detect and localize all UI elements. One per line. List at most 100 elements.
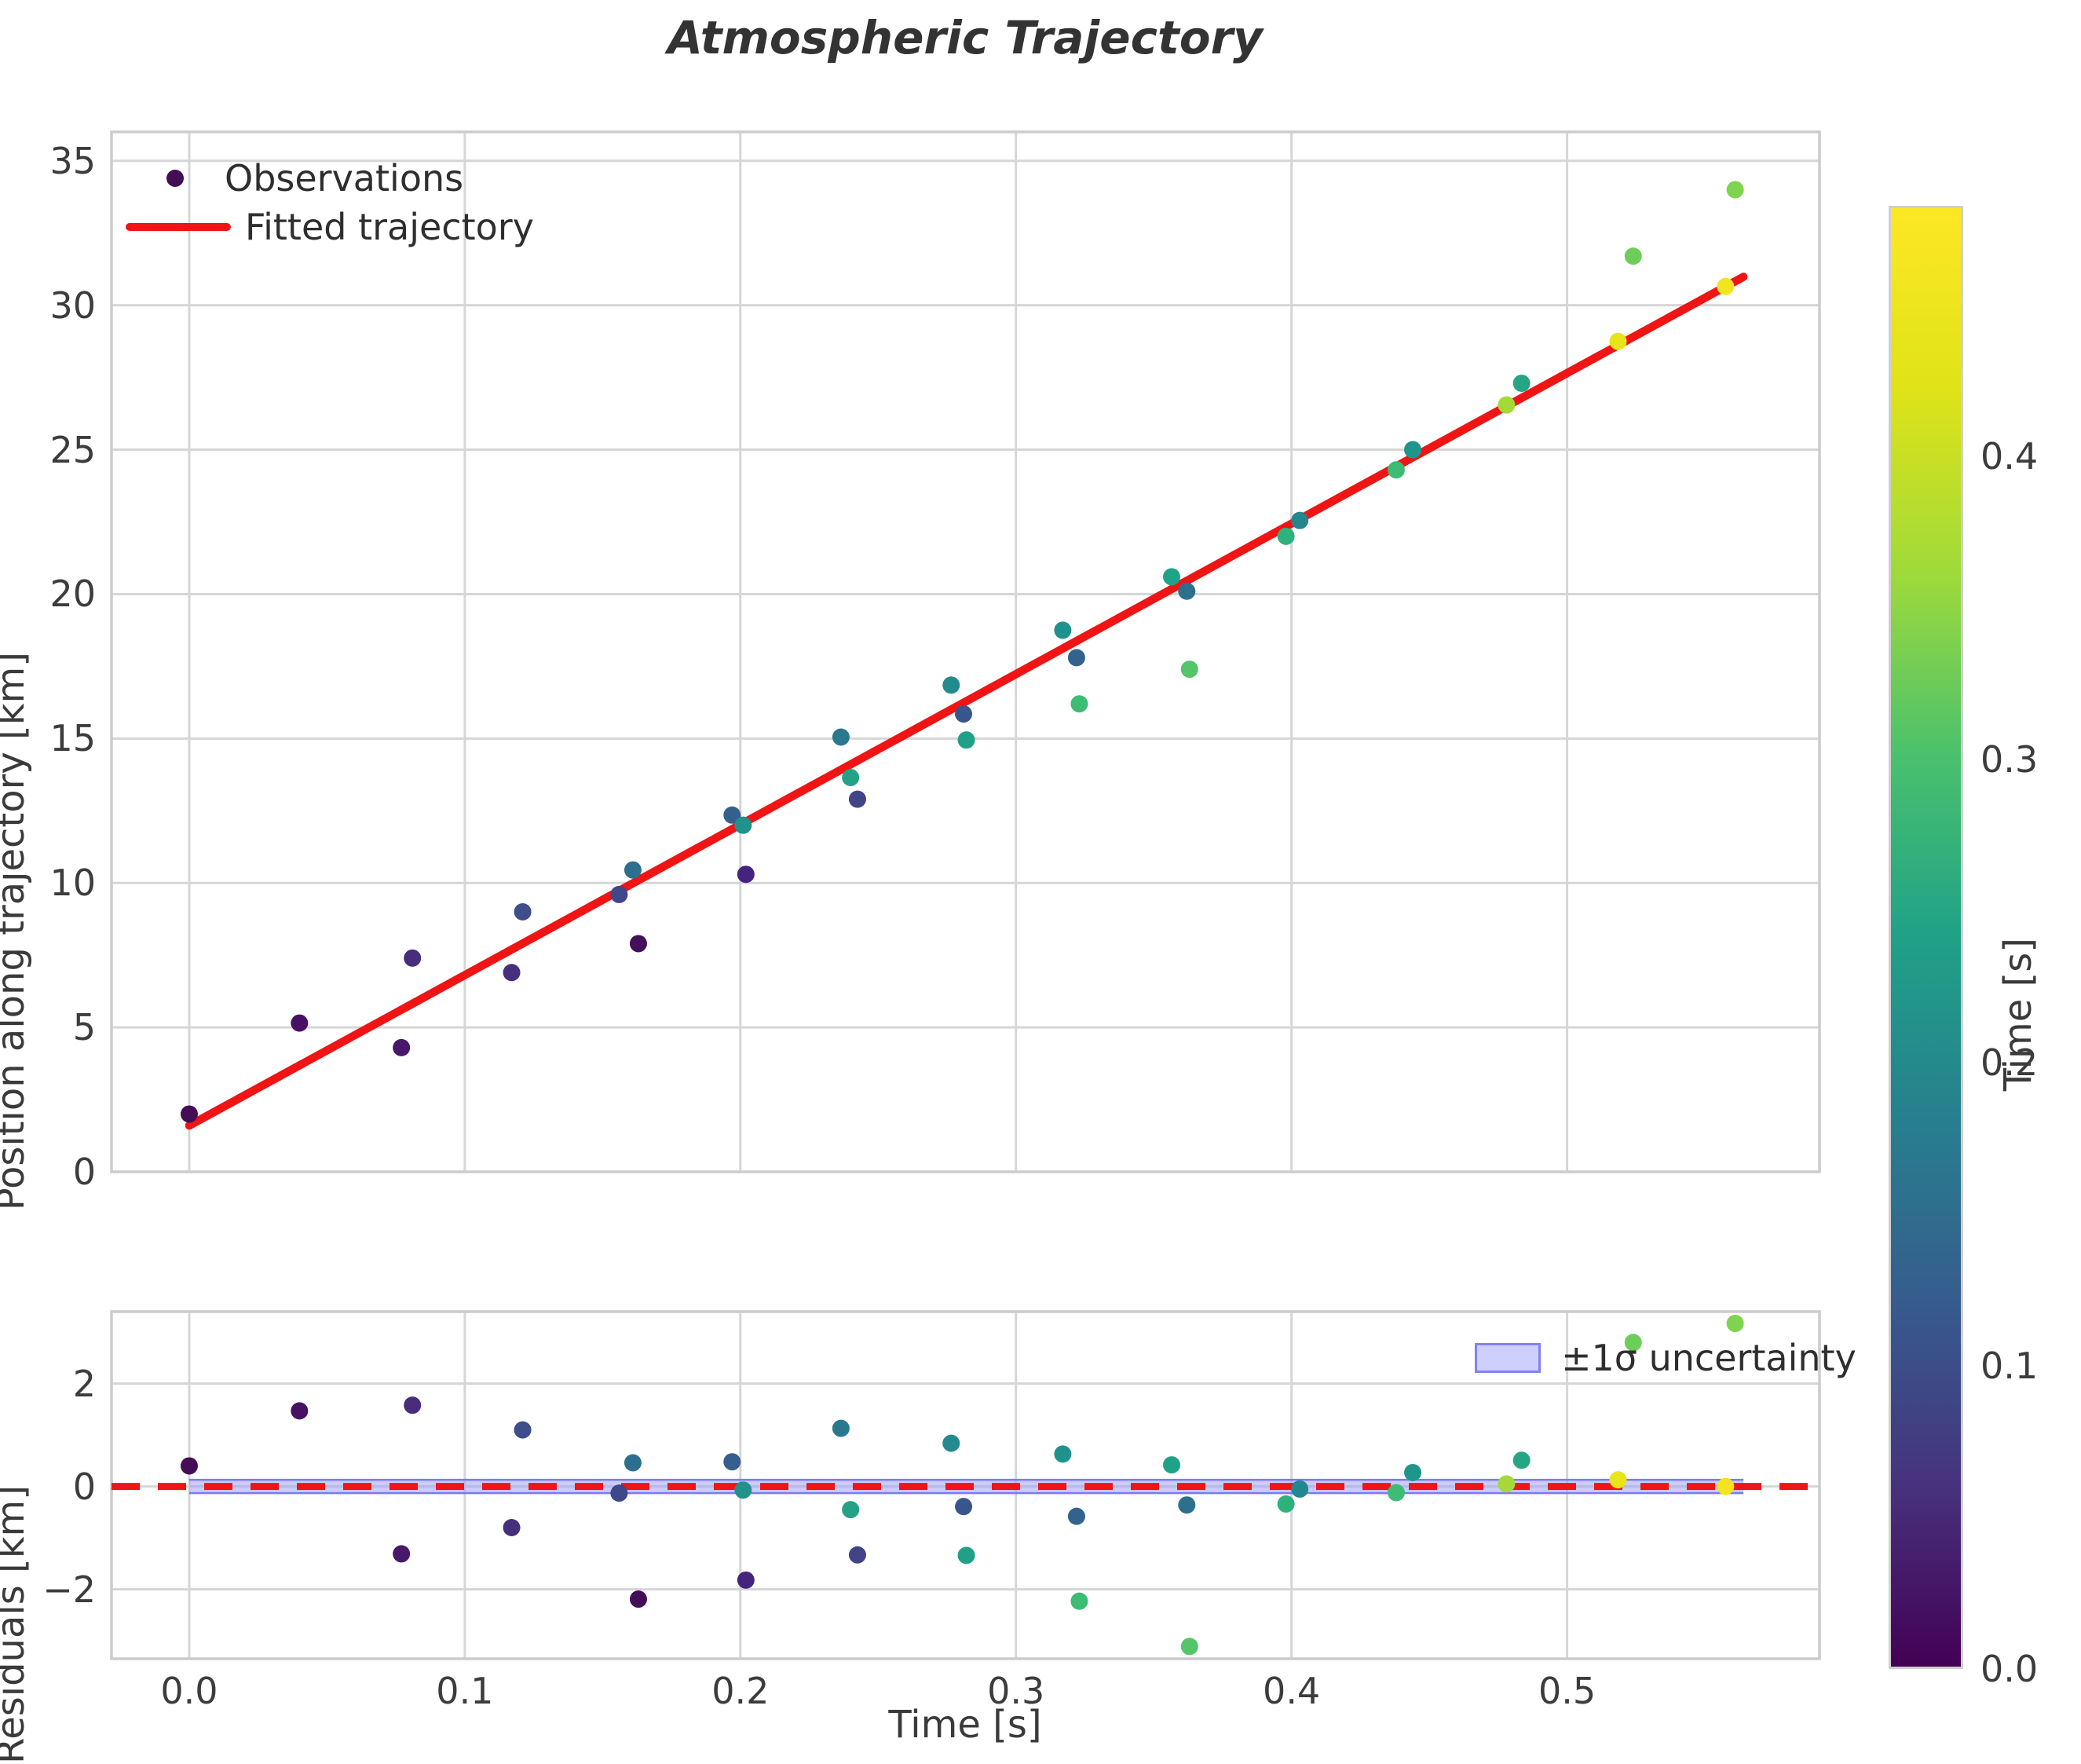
main-y-tick: 25 (49, 428, 96, 471)
residual-y-axis-label: Residuals [km] (0, 1485, 33, 1764)
colorbar-tick: 0.4 (1980, 434, 2039, 478)
observation-point (848, 790, 866, 808)
observation-point (957, 731, 975, 749)
residual-point (1726, 1315, 1744, 1333)
x-axis-label: Time [s] (888, 1703, 1042, 1747)
residual-point (1512, 1451, 1531, 1469)
x-tick: 0.2 (711, 1670, 770, 1712)
observation-point (1291, 511, 1309, 529)
observation-point (514, 903, 532, 920)
observation-point (1717, 277, 1735, 295)
residual-point (832, 1419, 850, 1437)
residual-point (610, 1484, 628, 1502)
residual-point (1498, 1475, 1516, 1493)
x-tick: 0.5 (1538, 1670, 1596, 1712)
residual-legend: ±1σ uncertainty (1475, 1337, 1856, 1379)
observation-point (1067, 649, 1085, 667)
observation-point (1404, 441, 1422, 459)
observation-point (404, 949, 422, 967)
legend-row-fit: Fitted trajectory (126, 203, 534, 251)
main-y-axis-label: Position along trajectory [km] (0, 652, 33, 1211)
residual-y-tick: 2 (72, 1362, 96, 1405)
residual-point (957, 1546, 975, 1565)
residual-point (514, 1421, 532, 1439)
residual-point (723, 1453, 741, 1471)
colorbar-tick: 0.1 (1980, 1344, 2039, 1387)
main-legend: Observations Fitted trajectory (126, 154, 534, 251)
observation-point (1180, 661, 1198, 679)
observation-point (1498, 396, 1516, 414)
residual-point (1277, 1495, 1295, 1513)
residual-point (842, 1501, 860, 1519)
observation-point (503, 964, 521, 982)
main-y-tick: 0 (72, 1151, 96, 1193)
residual-point (848, 1546, 866, 1564)
observation-point (1070, 695, 1088, 713)
residual-point (955, 1498, 973, 1516)
legend-fit-label: Fitted trajectory (245, 206, 534, 248)
residual-point (503, 1519, 521, 1537)
residual-point (629, 1590, 647, 1608)
colorbar-tick: 0.0 (1980, 1648, 2039, 1690)
observation-point (734, 816, 752, 834)
legend-band-label: ±1σ uncertainty (1561, 1337, 1856, 1379)
colorbar-tick: 0.3 (1980, 737, 2039, 781)
uncertainty-band-icon (1475, 1343, 1541, 1373)
residual-point (1609, 1471, 1627, 1489)
observation-point (1512, 374, 1531, 392)
residual-point (1180, 1638, 1198, 1656)
observation-point (393, 1038, 411, 1056)
observation-point (942, 676, 960, 694)
x-tick: 0.4 (1263, 1670, 1321, 1712)
main-y-tick: 20 (49, 573, 96, 616)
residual-point (1387, 1484, 1405, 1502)
residual-point (1067, 1507, 1085, 1525)
residual-point (1054, 1445, 1072, 1463)
residual-point (1178, 1496, 1196, 1514)
residual-point (1070, 1592, 1088, 1610)
observation-point (1624, 247, 1642, 265)
residual-point (734, 1481, 752, 1499)
residual-point (737, 1571, 755, 1589)
main-y-tick: 30 (49, 284, 96, 327)
main-y-tick: 10 (49, 862, 96, 905)
main-y-tick: 5 (72, 1006, 96, 1049)
panel-spines (110, 130, 1821, 1173)
residual-point (1162, 1456, 1180, 1474)
observation-point (723, 806, 741, 824)
observation-point (1609, 332, 1627, 350)
observation-point (629, 935, 647, 953)
x-tick: 0.0 (160, 1670, 218, 1712)
x-tick: 0.3 (987, 1670, 1045, 1712)
residual-point (1717, 1477, 1735, 1495)
fitted-trajectory-line (185, 273, 1748, 1130)
residual-point (624, 1454, 642, 1472)
main-y-tick: 15 (49, 717, 96, 760)
residual-point (291, 1402, 309, 1420)
observation-point (624, 861, 642, 879)
residual-y-tick: −2 (42, 1568, 96, 1611)
observation-point (291, 1014, 309, 1032)
x-tick: 0.1 (436, 1670, 494, 1712)
residual-point (1624, 1334, 1642, 1352)
legend-row-observations: Observations (126, 154, 534, 203)
observation-point (1054, 621, 1072, 639)
residual-point (1404, 1463, 1422, 1481)
residual-point (404, 1396, 422, 1414)
observations-marker-icon (166, 170, 184, 187)
colorbar (1889, 206, 1963, 1669)
observation-point (1178, 582, 1196, 600)
observation-point (610, 885, 628, 903)
figure-title: Atmospheric Trajectory (667, 11, 1263, 64)
residual-point (180, 1457, 198, 1475)
residual-point (1291, 1480, 1309, 1498)
observation-point (737, 866, 755, 884)
observation-point (1162, 568, 1180, 586)
legend-observations-label: Observations (225, 157, 464, 199)
main-y-tick: 35 (49, 139, 96, 182)
observation-point (180, 1105, 198, 1123)
observation-point (1277, 527, 1295, 545)
observation-point (842, 768, 860, 786)
